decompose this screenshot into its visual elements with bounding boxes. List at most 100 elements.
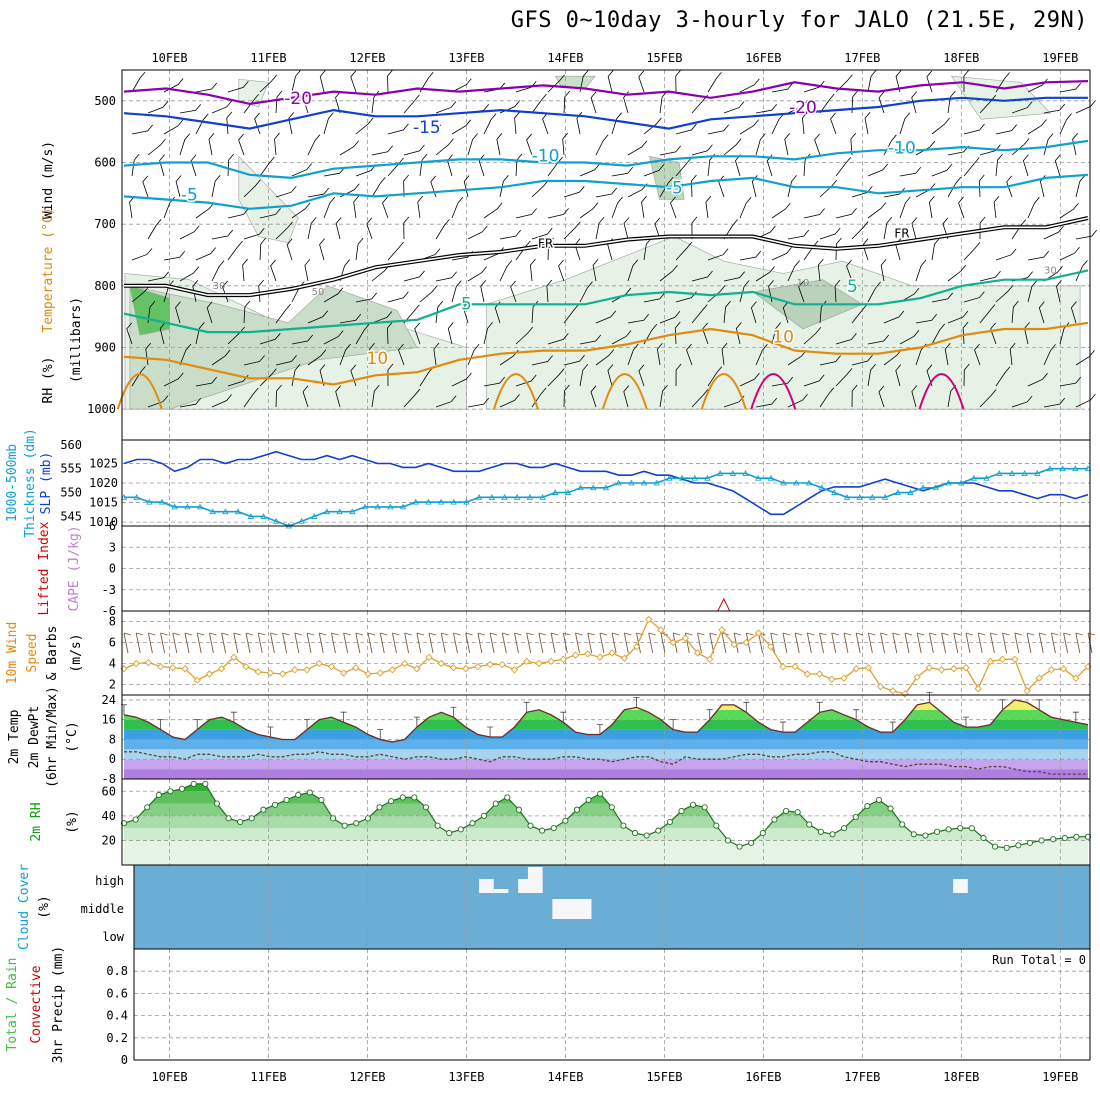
thickness-tick-label: 550: [60, 486, 82, 500]
thickness-point: [349, 508, 356, 515]
thickness-point: [640, 479, 648, 486]
wind-barb: [371, 90, 380, 114]
wind-barb: [286, 238, 293, 261]
wind-barb: [1011, 300, 1019, 324]
wind-barb: [371, 311, 393, 324]
thickness-point: [1008, 470, 1016, 476]
surface-wind-barb: [404, 632, 412, 654]
wind-barb: [931, 292, 954, 303]
wind-barb: [782, 301, 789, 324]
wind-barb: [398, 343, 405, 366]
wind-barb: [755, 344, 768, 366]
wind-barb: [659, 176, 674, 198]
rh-point: [852, 814, 859, 821]
surface-wind-barb: [1050, 632, 1059, 654]
rh-point: [539, 827, 546, 834]
date-label-bottom: 12FEB: [349, 1070, 385, 1084]
thickness-point: [298, 517, 305, 524]
wind-speed-point: [815, 670, 824, 678]
wind-barb: [944, 342, 951, 366]
slp-tick-label: 1025: [89, 456, 118, 470]
wind-speed-point: [767, 643, 775, 651]
rh-point: [364, 815, 371, 822]
wind-barb: [607, 364, 614, 387]
wind-barb: [563, 221, 581, 240]
wind-speed-point: [986, 657, 995, 666]
wind-barb: [291, 202, 311, 219]
wind-barb: [355, 292, 377, 303]
temp-minmax-bar: [779, 721, 786, 733]
wind-speed-point: [998, 655, 1007, 663]
cloud-level-label: high: [95, 874, 124, 888]
wind-barb: [563, 384, 570, 408]
wind-barb: [803, 208, 825, 219]
rh-point: [434, 822, 441, 829]
wind-speed-point: [742, 638, 750, 647]
temp-color-band: [123, 759, 1089, 770]
thickness-point: [996, 470, 1003, 476]
wind-barb: [131, 366, 146, 387]
thickness-point: [577, 484, 584, 491]
wind-speed-point: [828, 675, 836, 683]
wind-barb: [851, 90, 858, 114]
wind-barb: [323, 287, 344, 303]
thickness-point: [805, 479, 813, 486]
wind-barb: [1075, 100, 1096, 114]
wind-speed-point: [889, 687, 897, 695]
wind-barb: [1054, 154, 1061, 177]
wind-barb: [579, 363, 589, 387]
wind-barb: [259, 333, 281, 345]
temp-color-band: [123, 719, 1089, 730]
surface-wind-barb: [514, 632, 522, 654]
isotherm-line: [123, 96, 1088, 130]
wind-barb: [787, 229, 810, 240]
page-title: GFS 0~10day 3-hourly for JALO (21.5E, 29…: [510, 8, 1088, 33]
wind-barb: [274, 132, 280, 156]
wind-barb: [307, 349, 327, 366]
wind-barb: [707, 248, 729, 261]
wind-barb: [478, 154, 485, 177]
li-tick-label: -6: [102, 604, 116, 618]
wind-barb: [1011, 138, 1030, 156]
wind-barb: [562, 132, 569, 156]
date-label-bottom: 18FEB: [943, 1070, 979, 1084]
wind-barb: [147, 395, 169, 408]
isotherm-line: [123, 80, 1089, 106]
cloud-level-label: low: [102, 930, 124, 944]
slp-tick-label: 1015: [89, 496, 118, 510]
wind-barb: [579, 202, 599, 219]
wind-tick-label: 6: [109, 636, 116, 650]
wind-barb: [531, 93, 547, 114]
surface-wind-barb: [892, 632, 900, 654]
rh-point: [341, 822, 348, 829]
panel-axis-label: (%): [37, 895, 52, 918]
wind-barb: [382, 196, 389, 219]
wind-barb: [319, 238, 325, 261]
surface-wind-barb: [526, 632, 534, 654]
rh-point: [655, 827, 662, 834]
wind-speed-point: [1047, 666, 1056, 674]
wind-speed-point: [254, 668, 262, 676]
rh-point: [562, 817, 569, 824]
panel-axis-label: CAPE (J/kg): [67, 525, 82, 611]
wind-barb: [419, 72, 434, 93]
wind-speed-point: [510, 666, 519, 674]
date-label-top: 13FEB: [448, 51, 484, 65]
wind-barb: [259, 208, 281, 219]
temp-minmax-bar: [267, 726, 274, 737]
wind-barb: [403, 144, 425, 156]
wind-barb: [691, 270, 713, 282]
wind-barb: [595, 310, 617, 324]
thickness-point: [222, 508, 229, 515]
isotherm-line: [123, 173, 1089, 210]
wind-barb: [515, 326, 534, 345]
surface-wind-barb: [221, 632, 229, 654]
rh-point: [841, 825, 848, 832]
panel-axis-label: (m/s): [69, 633, 84, 672]
wind-speed-point: [181, 665, 189, 673]
wind-speed-point: [242, 663, 250, 671]
surface-wind-barb: [550, 632, 559, 654]
surface-wind-barb: [928, 632, 937, 654]
wind-barb: [675, 69, 682, 93]
wind-barb: [595, 349, 615, 366]
